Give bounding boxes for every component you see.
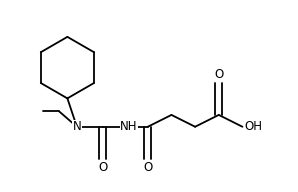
Text: NH: NH: [120, 120, 138, 133]
Text: OH: OH: [245, 120, 263, 133]
Text: O: O: [214, 68, 224, 81]
Text: O: O: [143, 161, 153, 174]
Text: O: O: [98, 161, 108, 174]
Text: N: N: [72, 120, 81, 133]
